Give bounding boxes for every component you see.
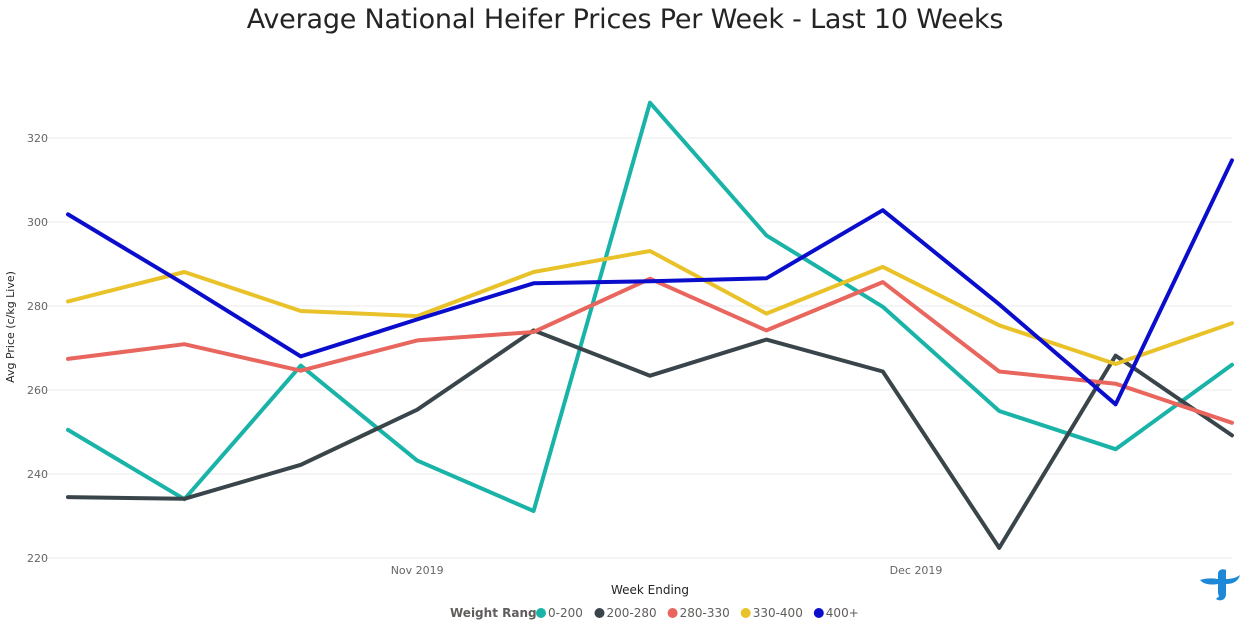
legend-label: 200-280 (607, 606, 657, 620)
legend-marker (813, 608, 824, 618)
y-axis-ticks: 220 240 260 280 300 320 (27, 132, 48, 565)
legend-item-200-280[interactable]: 200-280 (594, 606, 657, 620)
x-axis-title: Week Ending (611, 583, 689, 597)
chart-title: Average National Heifer Prices Per Week … (246, 4, 1004, 35)
x-tick-label: Nov 2019 (391, 564, 444, 577)
series-line-0-200[interactable] (66, 100, 1234, 513)
y-axis-title: Avg Price (c/kg Live) (4, 271, 17, 383)
legend-label: 330-400 (753, 606, 803, 620)
legend-marker (667, 608, 678, 618)
y-tick-label: 240 (27, 468, 48, 481)
legend-label: 400+ (826, 606, 859, 620)
legend-item-0-200[interactable]: 0-200 (536, 606, 583, 620)
x-axis-ticks: Nov 2019 Dec 2019 (391, 564, 943, 577)
legend-marker (536, 608, 546, 618)
legend-item-280-330[interactable]: 280-330 (667, 606, 730, 620)
y-tick-label: 280 (27, 300, 48, 313)
legend-marker (594, 608, 605, 618)
y-tick-label: 220 (27, 552, 48, 565)
legend-title: Weight Range (450, 606, 545, 620)
legend-marker (740, 608, 751, 618)
y-tick-label: 260 (27, 384, 48, 397)
y-tick-label: 300 (27, 216, 48, 229)
legend-item-330-400[interactable]: 330-400 (740, 606, 803, 620)
series-line-280-330[interactable] (66, 276, 1234, 425)
gridlines (40, 137, 1232, 559)
legend-label: 0-200 (548, 606, 583, 620)
tt-logo-icon (1200, 569, 1240, 601)
series-line-330-400[interactable] (66, 249, 1234, 366)
legend-label: 280-330 (680, 606, 730, 620)
x-tick-label: Dec 2019 (890, 564, 943, 577)
legend[interactable]: Weight Range 0-200 200-280 280-330 330-400 4… (450, 606, 859, 620)
series-line-200-280[interactable] (66, 328, 1234, 550)
series-lines (66, 100, 1234, 550)
legend-item-400+[interactable]: 400+ (813, 606, 859, 620)
y-tick-label: 320 (27, 132, 48, 145)
series-line-400+[interactable] (66, 158, 1234, 407)
